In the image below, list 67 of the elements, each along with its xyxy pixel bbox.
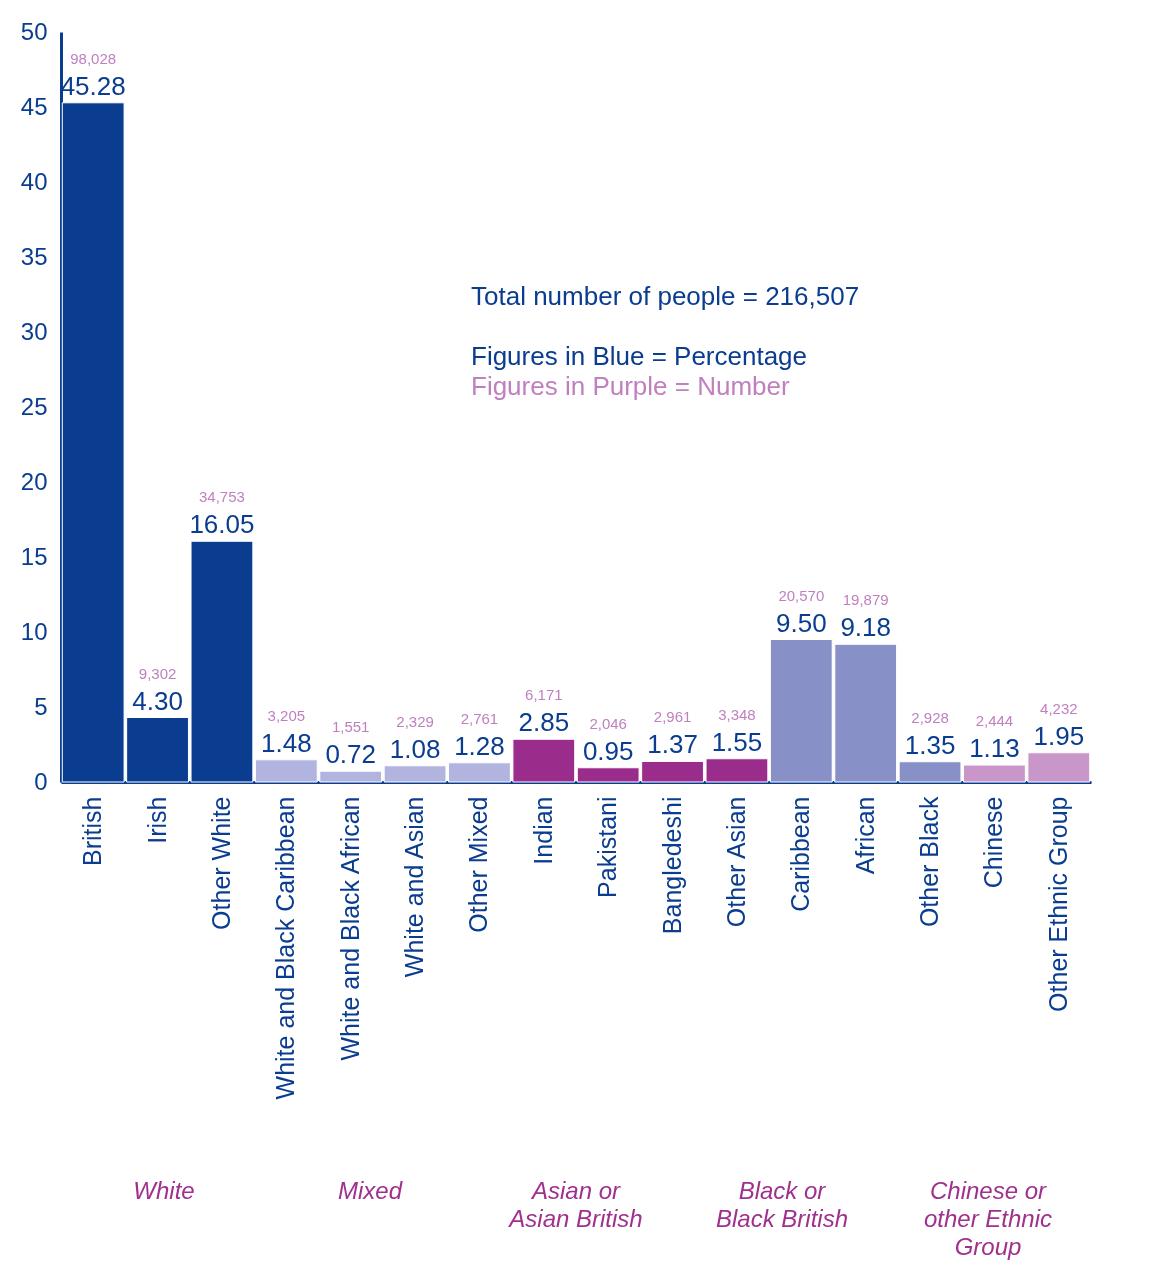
text: Mixed [337,1177,403,1204]
data-label: 1.55 [711,726,763,757]
annotation: 3,205 [267,706,306,724]
annotation: 2,761 [460,709,499,727]
text: Asian or Asian British [507,1177,643,1232]
x-tick-label: White and Black Caribbean [271,796,300,1100]
y-tick-label: 20 [20,467,48,495]
y-tick-label: 25 [20,392,48,420]
x-tick-label: Other Mixed [464,796,493,933]
data-label: 0.72 [325,739,376,770]
x-tick-label: African [850,796,879,875]
data-label: 4.30 [132,685,183,716]
annotation: Total number of people = 216,507 [471,281,860,311]
x-tick-label: Other White [206,796,235,930]
annotation: 3,348 [718,705,756,723]
x-tick-label: Other Black [915,796,944,928]
annotation: 19,879 [842,591,889,609]
y-tick-label: 50 [20,17,48,45]
y-tick-label: 15 [20,542,48,570]
text: Black or Black British [715,1177,849,1232]
y-tick-label: 10 [20,617,48,645]
x-tick-label: Indian [528,796,557,865]
data-label: 1.95 [1033,720,1085,751]
annotation: 1,551 [331,718,370,736]
text: Chinese or other Ethnic Group [923,1177,1053,1260]
annotation: 2,444 [975,712,1014,730]
data-label: 16.05 [189,509,255,540]
x-tick-label: White and Black African [335,796,364,1061]
x-tick-label: Irish [142,796,171,844]
annotation: Figures in Purple = Number [471,371,790,401]
annotation: 2,961 [653,708,692,726]
data-label: 9.18 [840,612,891,643]
data-label: 1.28 [454,730,505,761]
annotation: Figures in Blue = Percentage [471,341,808,371]
annotation: 9,302 [138,664,177,682]
data-label: 0.95 [582,735,634,766]
annotation: 98,028 [70,49,117,67]
x-tick-label: Pakistani [593,796,622,898]
annotation: 2,928 [911,708,949,726]
annotation: 20,570 [778,586,825,604]
x-tick-label: Bangledeshi [657,796,686,935]
annotation: 34,753 [198,488,245,506]
data-label: 2.85 [518,707,570,738]
x-tick-label: Other Asian [721,796,750,928]
annotation: 6,171 [525,686,563,704]
data-label: 1.48 [261,727,312,758]
data-label: 9.50 [776,607,827,638]
annotation: 2,329 [396,712,434,730]
x-tick-label: White and Asian [400,796,429,978]
y-tick-label: 5 [34,692,48,720]
y-tick-label: 40 [20,167,48,195]
data-label: 1.37 [647,729,698,760]
x-tick-label: Chinese [979,796,1008,889]
annotation: 2,046 [589,714,627,732]
text: White [133,1177,195,1204]
x-tick-label: British [78,796,107,866]
data-label: 45.28 [60,70,126,101]
data-label: 1.35 [904,729,956,760]
data-label: 1.13 [969,733,1020,764]
y-tick-label: 30 [20,317,48,345]
annotation: 4,232 [1040,699,1078,717]
y-tick-label: 0 [34,767,48,795]
y-tick-label: 45 [20,92,48,120]
data-label: 1.08 [389,733,441,764]
x-tick-label: Other Ethnic Group [1043,796,1072,1012]
x-tick-label: Caribbean [786,796,815,912]
y-tick-label: 35 [20,242,48,270]
